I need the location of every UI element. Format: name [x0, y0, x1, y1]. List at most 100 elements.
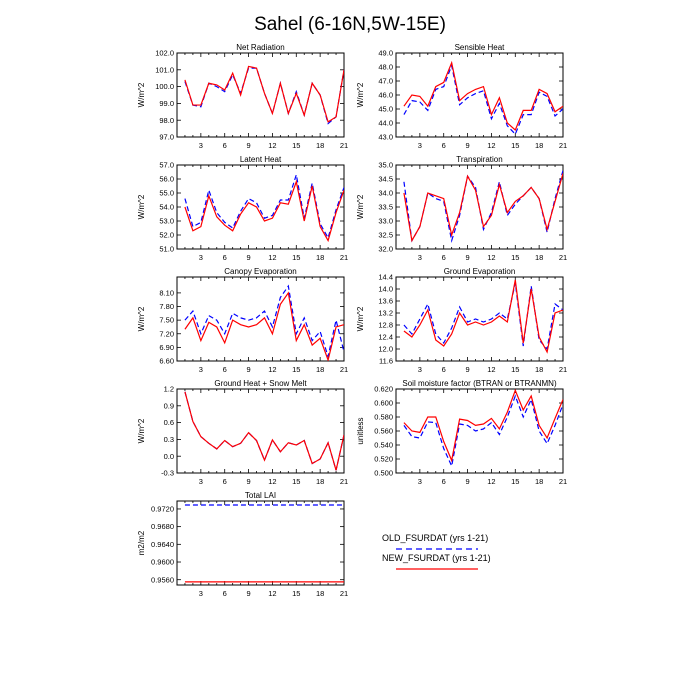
x-tick-label: 6	[442, 253, 446, 262]
y-tick-label: 43.0	[378, 133, 393, 142]
x-tick-label: 3	[418, 477, 422, 486]
y-axis-label: unitless	[356, 417, 365, 444]
chart-panel: Sensible Heat W/m^2 3 6 9 12 15 18 21 43.0 44.0 45.…	[356, 43, 567, 150]
y-tick-label: 0.600	[374, 399, 393, 408]
x-tick-label: 6	[223, 589, 227, 598]
legend: OLD_FSURDAT (yrs 1-21) NEW_FSURDAT (yrs 1…	[382, 533, 491, 570]
y-tick-label: 55.0	[159, 189, 174, 198]
y-tick-label: 0.540	[374, 441, 393, 450]
x-tick-label: 9	[465, 477, 469, 486]
x-tick-label: 6	[223, 365, 227, 374]
y-tick-label: 12.0	[378, 345, 393, 354]
chart-title: Sensible Heat	[455, 43, 506, 52]
x-tick-label: 15	[511, 365, 519, 374]
series-line-old	[184, 284, 344, 359]
series-line-new	[403, 279, 563, 354]
y-tick-label: 12.8	[378, 321, 393, 330]
y-axis-label: W/m^2	[356, 82, 365, 107]
x-tick-label: 3	[199, 253, 203, 262]
x-tick-label: 12	[268, 589, 276, 598]
x-tick-label: 18	[316, 253, 324, 262]
x-tick-label: 21	[559, 141, 567, 150]
x-tick-label: 12	[487, 477, 495, 486]
chart-panel: Soil moisture factor (BTRAN or BTRANMN) u…	[356, 379, 567, 486]
x-tick-label: 18	[316, 141, 324, 150]
series-line-new	[403, 60, 563, 132]
x-tick-label: 18	[316, 365, 324, 374]
x-tick-label: 21	[340, 589, 348, 598]
y-tick-label: 49.0	[378, 49, 393, 58]
series-line-old	[403, 394, 563, 468]
y-tick-label: 0.580	[374, 413, 393, 422]
x-tick-label: 21	[340, 365, 348, 374]
x-tick-label: 3	[199, 365, 203, 374]
y-tick-label: 7.20	[159, 329, 174, 338]
chart-title: Soil moisture factor (BTRAN or BTRANMN)	[402, 379, 557, 388]
y-tick-label: 0.500	[374, 469, 393, 478]
y-tick-label: 48.0	[378, 63, 393, 72]
y-tick-label: 0.560	[374, 427, 393, 436]
chart-title: Ground Heat + Snow Melt	[214, 379, 307, 388]
x-tick-label: 12	[487, 141, 495, 150]
y-tick-label: 6.60	[159, 357, 174, 366]
chart-panel: Total LAI m2/m2 3 6 9 12 15 18 21 0.9560 0.9600 0.9…	[137, 491, 348, 598]
y-tick-label: 7.80	[159, 302, 174, 311]
y-tick-label: 14.4	[378, 273, 393, 282]
x-tick-label: 18	[535, 477, 543, 486]
y-tick-label: 56.0	[159, 175, 174, 184]
x-tick-label: 9	[465, 141, 469, 150]
y-tick-label: 0.9640	[151, 540, 174, 549]
legend-label: NEW_FSURDAT (yrs 1-21)	[382, 553, 491, 563]
series-line-new	[184, 179, 344, 243]
x-tick-label: 6	[223, 477, 227, 486]
y-tick-label: 34.5	[378, 175, 393, 184]
x-tick-label: 6	[223, 141, 227, 150]
x-tick-label: 21	[340, 477, 348, 486]
y-tick-label: 101.0	[155, 65, 174, 74]
x-tick-label: 9	[246, 141, 250, 150]
series-line-old	[184, 174, 344, 240]
series-line-old	[403, 282, 563, 351]
series-line-old	[403, 170, 563, 243]
y-tick-label: 6.90	[159, 343, 174, 352]
plot-frame	[176, 500, 345, 586]
x-tick-label: 6	[223, 253, 227, 262]
y-tick-label: 0.6	[164, 418, 174, 427]
plot-frame	[176, 52, 345, 138]
x-tick-label: 18	[535, 365, 543, 374]
y-tick-label: 7.50	[159, 316, 174, 325]
y-tick-label: 13.6	[378, 297, 393, 306]
x-tick-label: 21	[559, 253, 567, 262]
chart-panel: Transpiration W/m^2 3 6 9 12 15 18 21 32.0 32.5 33.…	[356, 155, 567, 262]
series-line-new	[184, 391, 344, 471]
y-tick-label: 52.0	[159, 231, 174, 240]
y-tick-label: 0.620	[374, 385, 393, 394]
y-tick-label: 12.4	[378, 333, 393, 342]
x-tick-label: 12	[268, 141, 276, 150]
x-tick-label: 3	[418, 365, 422, 374]
y-tick-label: 35.0	[378, 161, 393, 170]
y-axis-label: W/m^2	[137, 306, 146, 331]
plot-frame	[176, 164, 345, 250]
y-tick-label: 102.0	[155, 49, 174, 58]
x-tick-label: 3	[199, 477, 203, 486]
y-tick-label: 100.0	[155, 82, 174, 91]
x-tick-label: 15	[292, 589, 300, 598]
y-tick-label: 13.2	[378, 309, 393, 318]
x-tick-label: 12	[268, 253, 276, 262]
chart-title: Total LAI	[245, 491, 276, 500]
figure-title: Sahel (6-16N,5W-15E)	[254, 14, 446, 35]
x-tick-label: 15	[292, 253, 300, 262]
y-tick-label: 0.9600	[151, 558, 174, 567]
x-tick-label: 15	[511, 477, 519, 486]
panels: Net Radiation W/m^2 3 6 9 12 15 18 21 97.0 98.0 99.…	[137, 43, 567, 598]
x-tick-label: 18	[316, 477, 324, 486]
series-line-new	[403, 173, 563, 243]
y-tick-label: 57.0	[159, 161, 174, 170]
y-tick-label: 51.0	[159, 245, 174, 254]
x-tick-label: 9	[465, 365, 469, 374]
y-tick-label: 32.5	[378, 231, 393, 240]
x-tick-label: 6	[442, 477, 446, 486]
y-tick-label: -0.3	[161, 469, 174, 478]
y-tick-label: 0.9560	[151, 575, 174, 584]
